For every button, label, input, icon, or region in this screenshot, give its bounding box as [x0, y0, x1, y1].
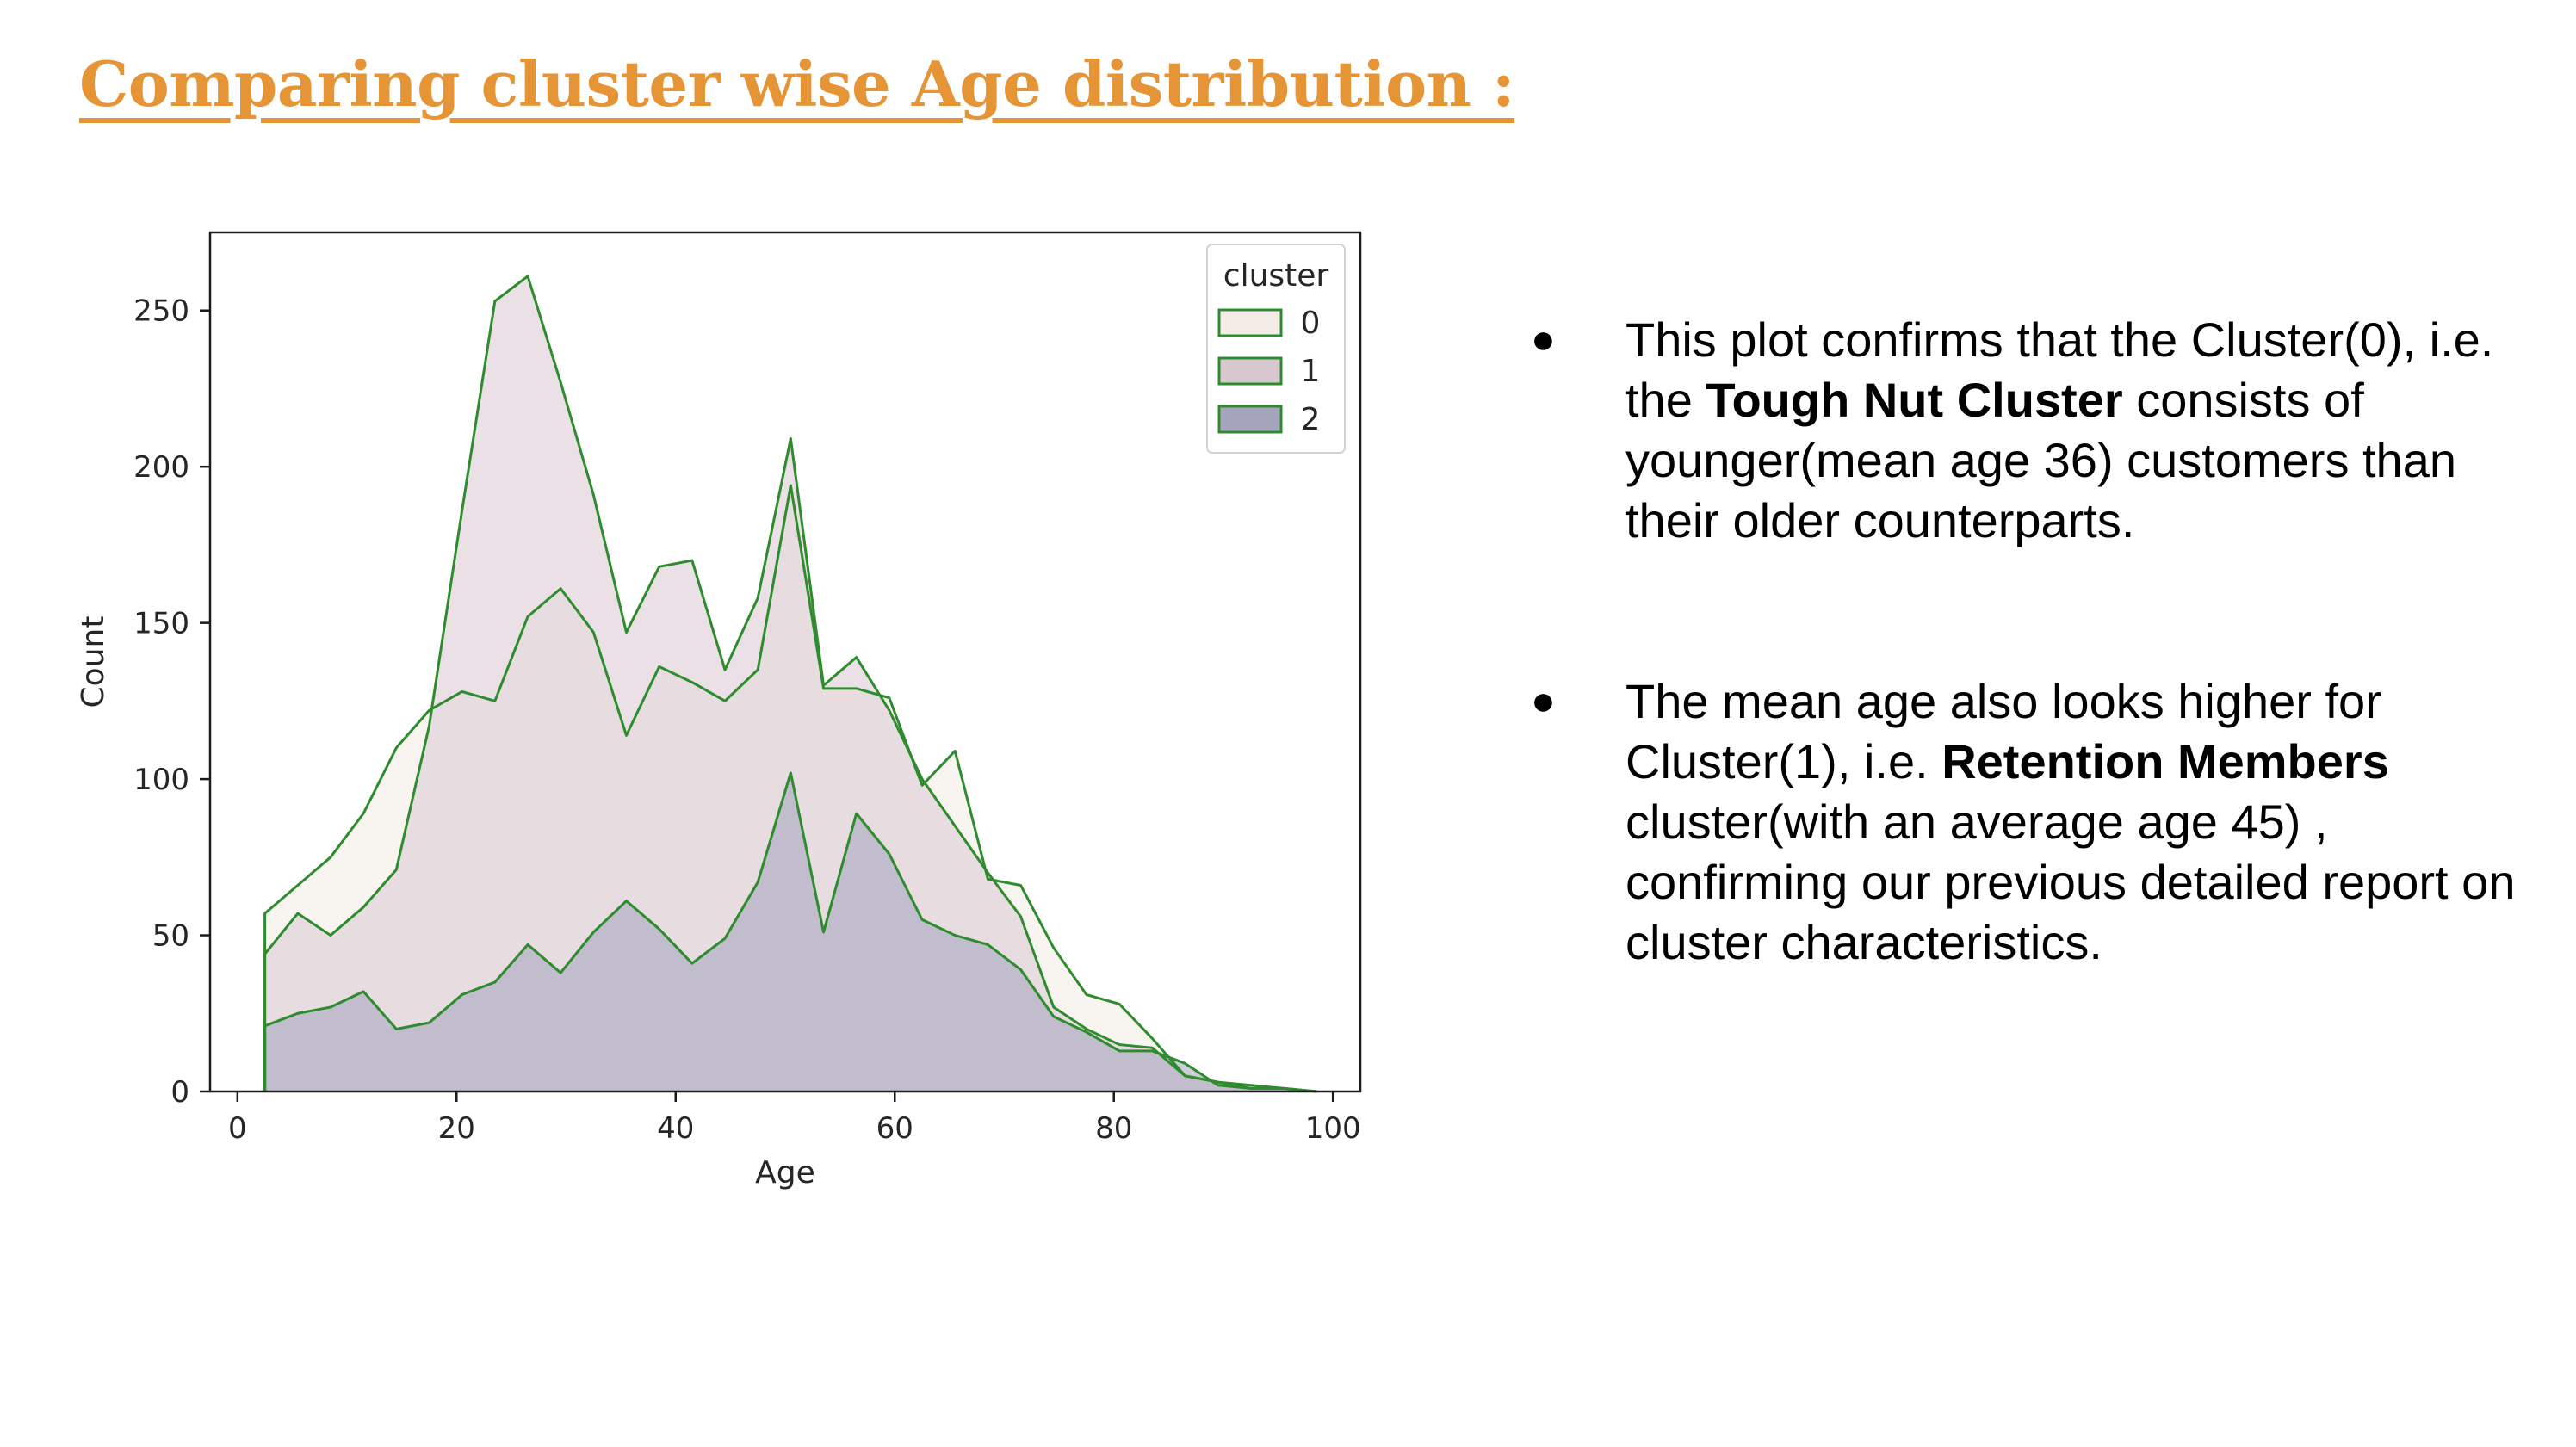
y-tick-label: 200	[133, 450, 189, 485]
x-tick-label: 20	[438, 1111, 475, 1146]
x-tick-label: 40	[657, 1111, 694, 1146]
x-tick-label: 100	[1305, 1111, 1361, 1146]
age-distribution-chart: 0 20 40 60 80 100 0 50 100 150 200 250 Age Count c…	[0, 0, 1412, 1222]
bullet-icon: ●	[1531, 678, 1556, 724]
note-text-part: This plot confirms that the Cluster(0), …	[1625, 312, 2494, 427]
area-fill-cluster-1	[264, 275, 1317, 1092]
area-line-cluster-2	[263, 771, 1317, 1093]
y-tick-label: 100	[133, 763, 189, 797]
y-tick-label: 0	[170, 1075, 189, 1110]
note-text-part: cluster(with an average age 45) , confir…	[1625, 795, 2516, 969]
x-tick-label: 80	[1095, 1111, 1132, 1146]
note-text: The mean age also looks higher for Clust…	[1625, 674, 2515, 969]
note-bold-part: Retention Members	[1941, 734, 2389, 788]
note-text-part: consists of younger(mean age 36) custome…	[1625, 373, 2456, 547]
plot-frame	[208, 231, 1362, 1093]
y-tick-label: 50	[152, 919, 189, 954]
area-line-cluster-1	[263, 275, 1317, 1093]
y-tick-label: 250	[133, 294, 189, 329]
note-text: This plot confirms that the Cluster(0), …	[1625, 312, 2493, 547]
area-fill-cluster-2	[264, 772, 1317, 1091]
y-tick-label: 150	[133, 607, 189, 641]
x-tick-label: 0	[228, 1111, 247, 1146]
legend-label-cluster-0: 0	[1301, 306, 1321, 341]
y-axis-label: Count	[76, 616, 111, 708]
bullet-icon: ●	[1531, 317, 1556, 362]
legend-label-cluster-2: 2	[1301, 402, 1321, 437]
note-bold-part: Tough Nut Cluster	[1706, 373, 2123, 427]
note-item-1: ● This plot confirms that the Cluster(0)…	[1515, 310, 2548, 551]
legend-swatch-cluster-2	[1217, 405, 1283, 434]
legend: cluster 0 1 2	[1206, 244, 1346, 454]
x-axis-label: Age	[755, 1155, 815, 1190]
x-tick-label: 60	[876, 1111, 913, 1146]
note-text-part: The mean age also looks higher for Clust…	[1625, 674, 2381, 788]
legend-swatch-cluster-1	[1217, 356, 1283, 386]
legend-box	[1206, 244, 1346, 454]
notes-list: ● This plot confirms that the Cluster(0)…	[1515, 310, 2548, 973]
legend-title: cluster	[1223, 258, 1329, 294]
legend-label-cluster-1: 1	[1301, 354, 1321, 389]
x-axis-ticks: 0 20 40 60 80 100	[228, 1091, 1361, 1146]
area-fills	[264, 275, 1317, 1092]
area-line-cluster-0	[263, 484, 1317, 1093]
legend-swatch-cluster-0	[1217, 308, 1283, 337]
slide-title: Comparing cluster wise Age distribution …	[79, 47, 1515, 121]
y-axis-ticks: 0 50 100 150 200 250	[133, 294, 210, 1110]
note-item-2: ● The mean age also looks higher for Clu…	[1515, 671, 2548, 973]
area-lines	[263, 275, 1317, 1093]
